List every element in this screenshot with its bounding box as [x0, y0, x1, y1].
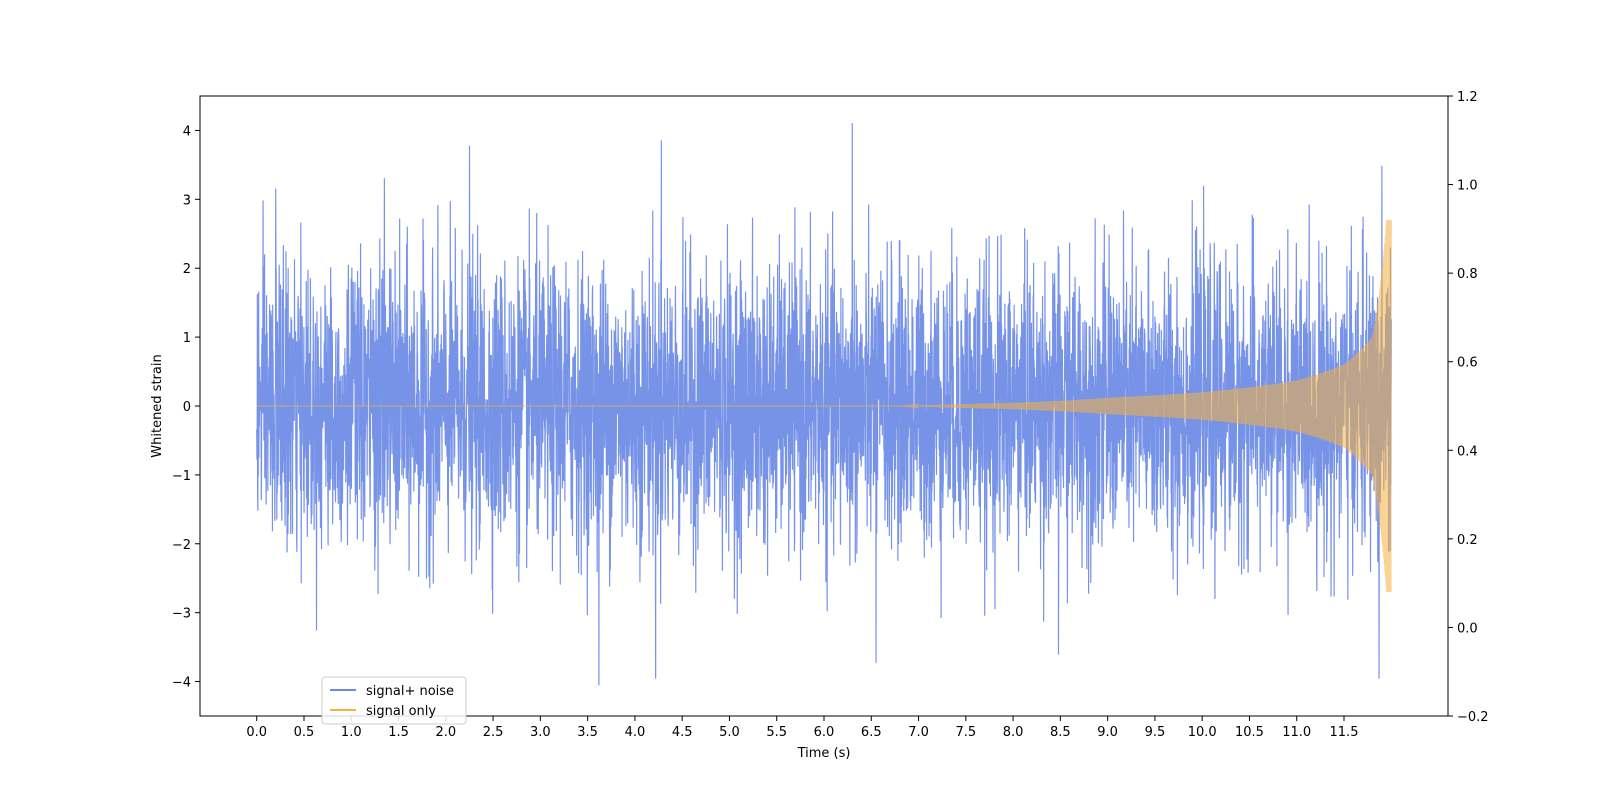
y-tick-label: 3	[183, 193, 191, 208]
x-tick-label: 4.5	[672, 725, 693, 740]
x-tick-label: 1.0	[341, 725, 362, 740]
x-tick-label: 7.5	[955, 725, 976, 740]
x-tick-label: 0.5	[294, 725, 315, 740]
right-y-tick-label: 1.0	[1457, 179, 1478, 194]
legend-label-signal-only: signal only	[366, 704, 436, 719]
right-y-tick-label: 0.8	[1457, 267, 1478, 282]
y-tick-label: 4	[183, 124, 191, 139]
right-y-tick-label: 0.0	[1457, 621, 1478, 636]
right-y-tick-label: 0.6	[1457, 356, 1478, 371]
x-tick-label: 3.0	[530, 725, 551, 740]
x-tick-label: 3.5	[577, 725, 598, 740]
x-tick-label: 2.5	[483, 725, 504, 740]
x-tick-label: 9.0	[1097, 725, 1118, 740]
y-tick-label: −4	[172, 676, 191, 691]
y-tick-label: −2	[172, 538, 191, 553]
x-axis-label: Time (s)	[797, 746, 851, 761]
signal-only-line	[256, 219, 1392, 593]
x-tick-label: 8.0	[1003, 725, 1024, 740]
x-axis-ticks: 0.0 0.5 1.0 1.5 2.0 2.5 3.0 3.5 4.0 4.5 5.0 5.5 6.0 6…	[246, 716, 1358, 740]
x-tick-label: 0.0	[246, 725, 267, 740]
right-y-tick-label: 0.2	[1457, 533, 1478, 548]
y-tick-label: 2	[183, 262, 191, 277]
x-tick-label: 11.0	[1282, 725, 1311, 740]
y-tick-label: −3	[172, 607, 191, 622]
legend: signal+ noise signal only	[321, 676, 467, 725]
x-tick-label: 2.0	[435, 725, 456, 740]
legend-box	[321, 676, 467, 725]
right-y-axis-ticks: −0.2 0.0 0.2 0.4 0.6 0.8 1.0 1.2	[1448, 90, 1489, 725]
right-y-tick-label: 1.2	[1457, 90, 1478, 105]
x-tick-label: 10.5	[1235, 725, 1264, 740]
x-tick-label: 5.0	[719, 725, 740, 740]
x-tick-label: 5.5	[766, 725, 787, 740]
x-tick-label: 11.5	[1330, 725, 1359, 740]
x-tick-label: 8.5	[1050, 725, 1071, 740]
x-tick-label: 6.5	[861, 725, 882, 740]
y-tick-label: 0	[183, 400, 191, 415]
x-tick-label: 1.5	[388, 725, 409, 740]
y-tick-label: 1	[183, 331, 191, 346]
y-tick-label: −1	[172, 469, 191, 484]
x-tick-label: 9.5	[1145, 725, 1166, 740]
x-tick-label: 4.0	[625, 725, 646, 740]
y-axis-ticks: −4 −3 −2 −1 0 1 2 3 4	[172, 124, 200, 691]
right-y-tick-label: −0.2	[1457, 710, 1489, 725]
legend-label-signal-plus-noise: signal+ noise	[366, 684, 454, 699]
y-axis-label: Whitened strain	[150, 354, 165, 457]
x-tick-label: 10.0	[1188, 725, 1217, 740]
x-tick-label: 6.0	[814, 725, 835, 740]
series-signal-only	[256, 219, 1392, 593]
x-tick-label: 7.0	[908, 725, 929, 740]
right-y-tick-label: 0.4	[1457, 444, 1478, 459]
